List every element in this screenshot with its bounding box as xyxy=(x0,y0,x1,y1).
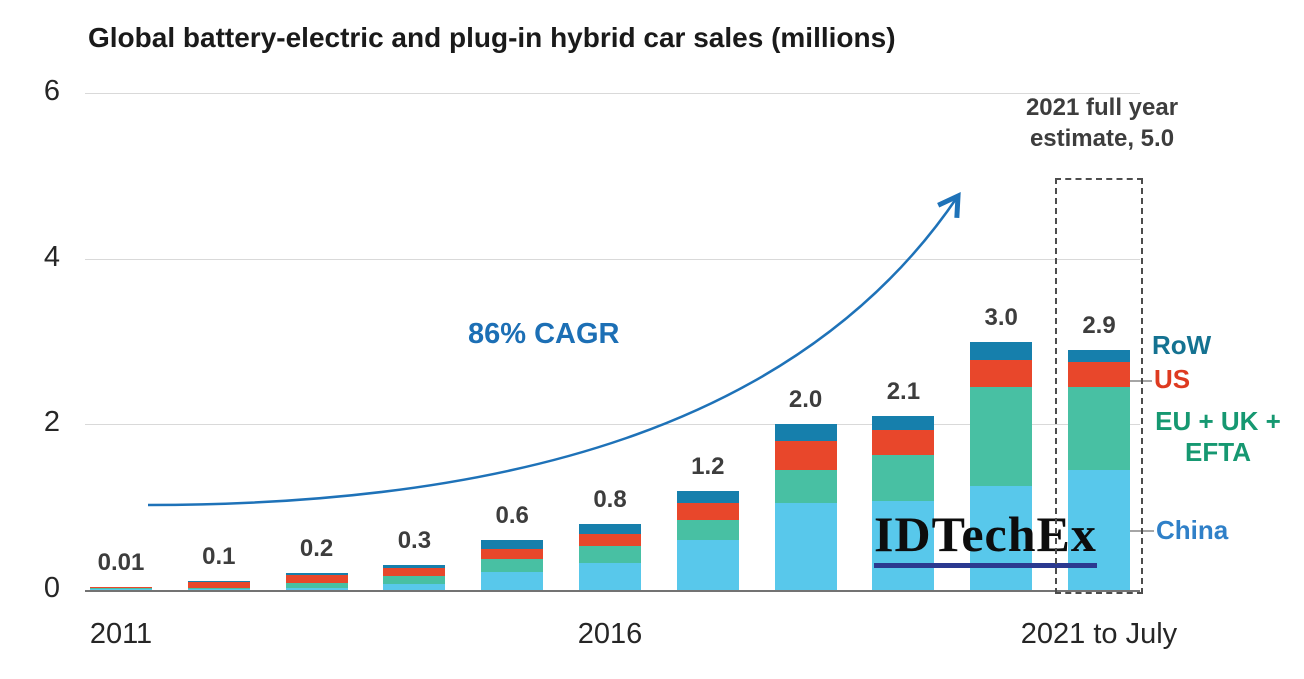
bar-segment-china-2014 xyxy=(383,584,446,590)
y-tick-label-0: 0 xyxy=(43,572,60,604)
x-tick-label-2021-to-july: 2021 to July xyxy=(1020,618,1178,650)
bar-segment-china-2013 xyxy=(285,588,348,590)
bar-segment-china-2019 xyxy=(872,500,935,590)
estimate-dashed-box xyxy=(1055,178,1143,594)
bar-segment-us-2011 xyxy=(90,587,152,588)
bar-total-label-2020: 3.0 xyxy=(984,303,1018,331)
bar-segment-china-2011 xyxy=(90,589,152,590)
bar-segment-row-2020 xyxy=(970,341,1033,360)
bar-segment-row-2017 xyxy=(676,490,739,504)
bar-segment-eu-uk-efta-2018 xyxy=(774,469,837,504)
bar-segment-eu-uk-efta-2011 xyxy=(90,588,152,589)
bar-segment-eu-uk-efta-2014 xyxy=(383,575,446,585)
bar-total-label-2015: 0.6 xyxy=(495,502,529,530)
x-tick-label-2016: 2016 xyxy=(577,618,643,650)
bar-segment-eu-uk-efta-2021-to-july xyxy=(1068,387,1130,470)
bar-segment-row-2021-to-july xyxy=(1068,349,1130,363)
gridline-y-4 xyxy=(85,258,1140,260)
y-tick-label-4: 4 xyxy=(43,240,60,273)
bar-segment-china-2021-to-july xyxy=(1068,469,1130,590)
bar-segment-us-2015 xyxy=(481,548,544,559)
bar-segment-us-2019 xyxy=(872,430,935,455)
bar-segment-row-2019 xyxy=(872,416,935,431)
bar-total-label-2018: 2.0 xyxy=(788,386,823,414)
bar-total-label-2016: 0.8 xyxy=(593,485,627,513)
bar-segment-us-2016 xyxy=(579,533,641,547)
bar-segment-us-2021-to-july xyxy=(1068,362,1130,388)
bar-segment-us-2013 xyxy=(285,575,348,583)
bar-segment-eu-uk-efta-2017 xyxy=(676,519,739,541)
bar-segment-row-2012 xyxy=(187,581,250,583)
legend-us-label: US xyxy=(1154,364,1191,394)
cagr-label: 86% CAGR xyxy=(468,318,620,350)
y-tick-label-6: 6 xyxy=(43,75,60,108)
bar-segment-china-2015 xyxy=(481,571,544,590)
bar-segment-us-2020 xyxy=(970,359,1033,388)
bar-segment-us-2017 xyxy=(676,503,739,520)
legend-eu-label: EU + UK + EFTA xyxy=(1155,406,1281,468)
bar-segment-eu-uk-efta-2012 xyxy=(187,588,250,589)
bar-segment-us-2014 xyxy=(383,567,446,576)
bar-total-label-2013: 0.2 xyxy=(299,535,334,563)
bar-segment-eu-uk-efta-2015 xyxy=(481,558,544,572)
bar-segment-china-2020 xyxy=(970,486,1033,590)
y-tick-label-2: 2 xyxy=(43,406,60,439)
bar-segment-row-2018 xyxy=(774,424,837,441)
bar-segment-row-2013 xyxy=(285,573,348,576)
bar-total-label-2021-to-july: 2.9 xyxy=(1082,311,1116,339)
bar-segment-eu-uk-efta-2016 xyxy=(579,546,641,563)
gridline-y-6 xyxy=(85,93,1140,95)
bar-segment-eu-uk-efta-2019 xyxy=(872,454,935,501)
bar-segment-eu-uk-efta-2013 xyxy=(285,582,348,589)
bar-total-label-2014: 0.3 xyxy=(397,527,432,555)
bar-segment-eu-uk-efta-2020 xyxy=(970,387,1033,487)
bar-segment-china-2016 xyxy=(579,562,641,590)
bar-total-label-2011: 0.01 xyxy=(97,549,145,576)
bar-segment-us-2018 xyxy=(774,440,837,470)
bar-total-label-2017: 1.2 xyxy=(691,452,725,480)
bar-segment-china-2018 xyxy=(774,503,837,590)
bar-segment-china-2017 xyxy=(676,540,739,590)
idtechex-logo: IDTechEx xyxy=(874,508,1097,568)
bar-segment-china-2012 xyxy=(187,589,250,590)
bar-segment-row-2016 xyxy=(579,523,641,534)
idtechex-logo-underline xyxy=(874,562,1097,568)
bar-segment-us-2012 xyxy=(187,582,250,588)
x-tick-label-2011: 2011 xyxy=(89,618,153,650)
bar-total-label-2012: 0.1 xyxy=(202,543,236,571)
legend-row-label: RoW xyxy=(1152,330,1212,360)
bar-total-label-2019: 2.1 xyxy=(886,378,921,406)
legend-china-label: China xyxy=(1156,515,1229,545)
bar-segment-row-2014 xyxy=(383,565,446,568)
bar-segment-row-2015 xyxy=(481,540,544,549)
idtechex-logo-text: IDTechEx xyxy=(874,506,1097,562)
full-year-estimate-annotation: 2021 full year estimate, 5.0 xyxy=(1025,94,1179,153)
chart-title: Global battery-electric and plug-in hybr… xyxy=(88,22,896,53)
x-axis-baseline xyxy=(85,590,1140,592)
